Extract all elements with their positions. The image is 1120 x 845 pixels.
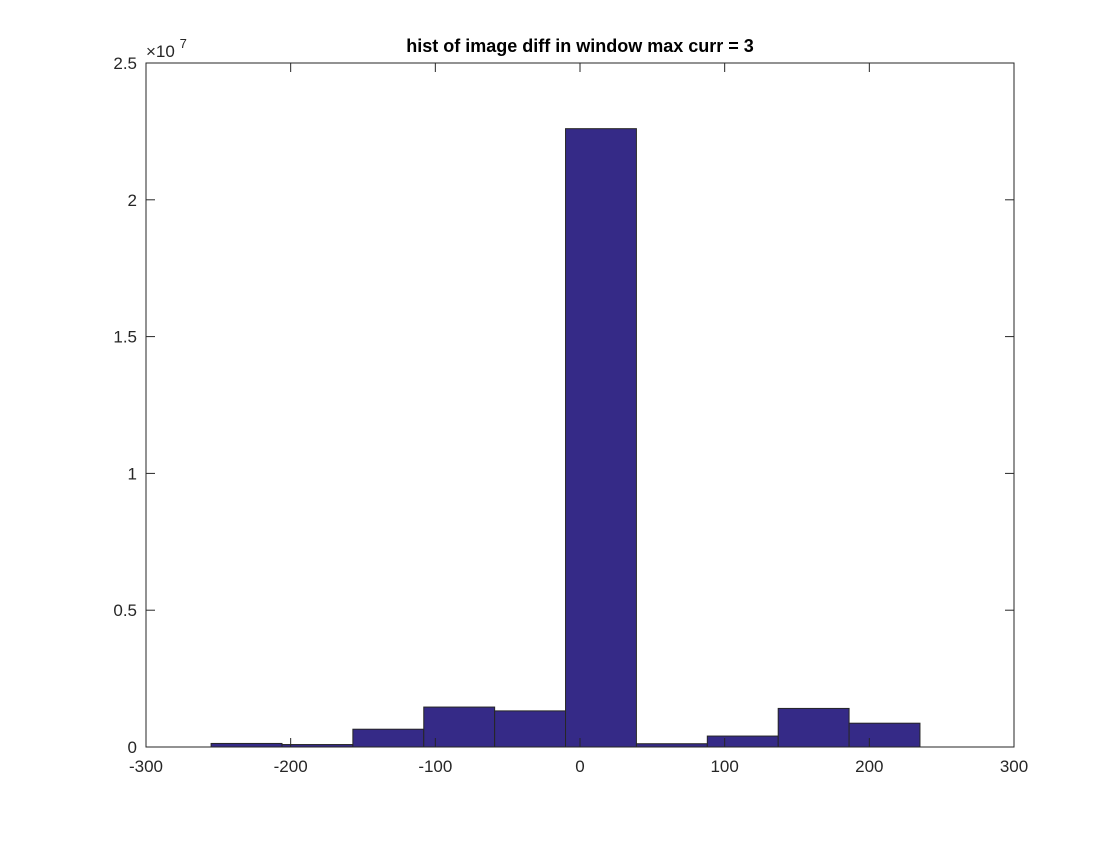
histogram-bar-6: [565, 128, 637, 748]
histogram-bar-3: [352, 728, 425, 748]
histogram-bar-8: [706, 735, 779, 748]
y-tick-label-4: 2: [128, 191, 137, 210]
chart-title: hist of image diff in window max curr = …: [406, 36, 754, 56]
y-tick-label-5: 2.5: [113, 54, 137, 73]
y-tick-label-1: 0.5: [113, 601, 137, 620]
x-tick-label-6: 300: [1000, 757, 1028, 776]
y-tick-label-2: 1: [128, 464, 137, 483]
x-tick-labels: -300 -200 -100 0 100 200 300: [129, 757, 1028, 776]
y-exponent-label: ×10 7: [146, 36, 187, 61]
histogram-bar-1: [210, 742, 283, 748]
y-tick-labels: 0 0.5 1 1.5 2 2.5: [113, 54, 137, 757]
x-tick-label-4: 100: [710, 757, 738, 776]
axes-box: [145, 62, 1015, 748]
y-exponent-power: 7: [180, 36, 187, 51]
histogram-bar-4: [423, 706, 496, 748]
histogram-bar-5: [494, 710, 567, 748]
histogram-bar-9: [777, 707, 850, 748]
bars-group: [210, 128, 921, 748]
histogram-bar-10: [848, 722, 921, 748]
x-tick-label-5: 200: [855, 757, 883, 776]
x-tick-label-2: -100: [418, 757, 452, 776]
y-exponent-base: ×10: [146, 42, 175, 61]
y-tick-label-3: 1.5: [113, 328, 137, 347]
y-tick-label-0: 0: [128, 738, 137, 757]
x-tick-label-3: 0: [575, 757, 584, 776]
x-tick-label-1: -200: [274, 757, 308, 776]
x-tick-label-0: -300: [129, 757, 163, 776]
